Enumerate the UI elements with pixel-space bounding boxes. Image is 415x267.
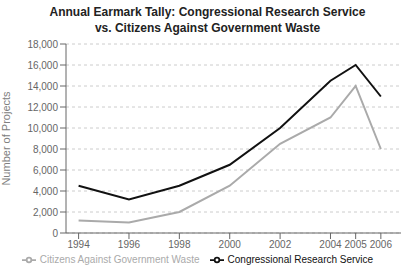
svg-text:12,000: 12,000 (27, 102, 58, 113)
svg-text:2004: 2004 (319, 239, 342, 250)
svg-text:1996: 1996 (118, 239, 141, 250)
html-text:Annual Earmark Tally: Congress: Annual Earmark Tally: Congressional Rese… (49, 5, 366, 19)
svg-text:1998: 1998 (168, 239, 191, 250)
svg-text:1994: 1994 (67, 239, 90, 250)
svg-text:2,000: 2,000 (33, 207, 58, 218)
html-text:vs. Citizens Against Governmen: vs. Citizens Against Government Waste (94, 21, 321, 35)
svg-text:2002: 2002 (269, 239, 292, 250)
svg-text:16,000: 16,000 (27, 60, 58, 71)
svg-text:6,000: 6,000 (33, 165, 58, 176)
svg-text:10,000: 10,000 (27, 123, 58, 134)
html-text:Citizens Against Government Wa: Citizens Against Government Waste (39, 253, 200, 265)
svg-text:2000: 2000 (219, 239, 242, 250)
svg-text:2005: 2005 (345, 239, 368, 250)
svg-text:2006: 2006 (370, 239, 393, 250)
svg-text:4,000: 4,000 (33, 186, 58, 197)
svg-text:0: 0 (52, 228, 58, 239)
svg-text:18,000: 18,000 (27, 39, 58, 50)
svg-text:Number of Projects: Number of Projects (0, 91, 12, 186)
html-text:Congressional Research Service: Congressional Research Service (227, 253, 374, 265)
svg-text:8,000: 8,000 (33, 144, 58, 155)
svg-text:14,000: 14,000 (27, 81, 58, 92)
